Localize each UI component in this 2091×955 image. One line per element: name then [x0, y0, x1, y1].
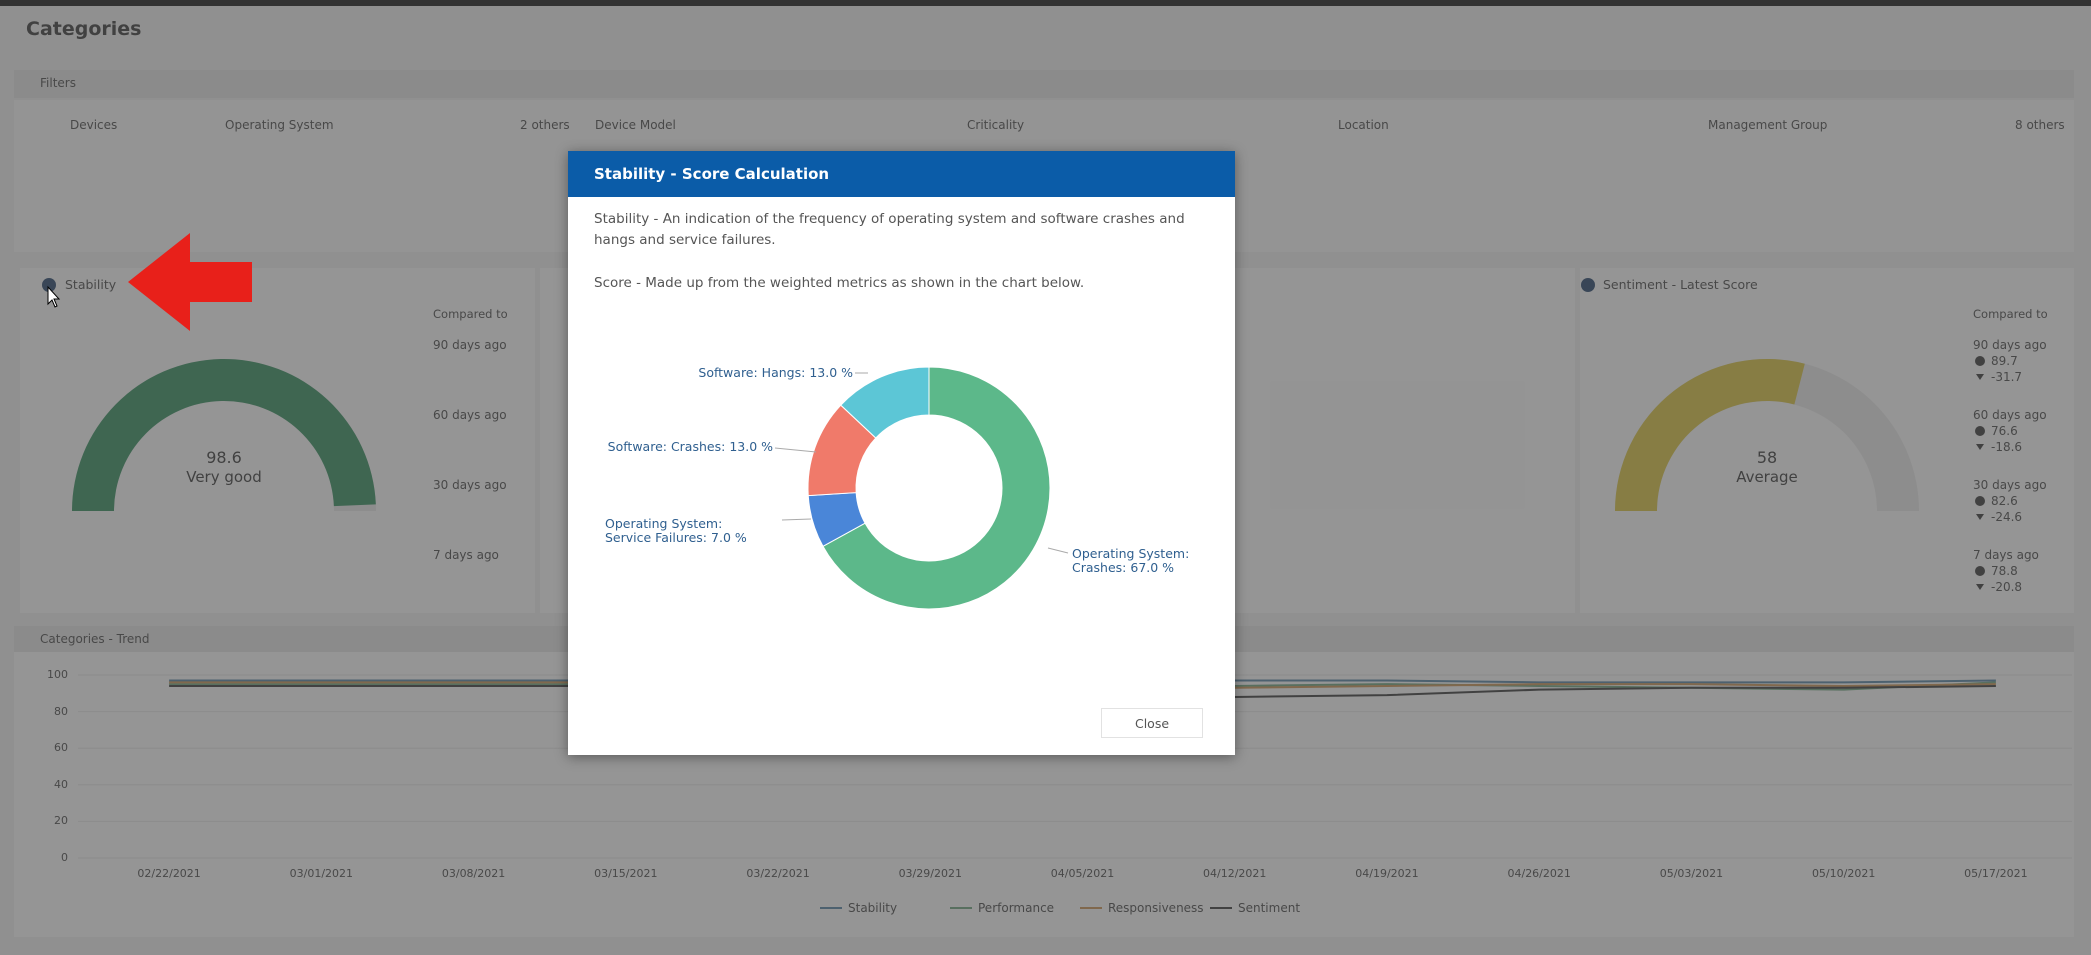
donut-label-name: Operating System: Service Failures:: [605, 516, 723, 545]
mouse-cursor: [47, 285, 61, 308]
donut-label-value: 13.0 %: [729, 439, 773, 454]
donut-segment: [822, 366, 1051, 610]
modal-header: [568, 151, 1235, 197]
donut-label-value: 13.0 %: [809, 365, 853, 380]
leader-line: [774, 447, 817, 453]
leader-line: [1047, 547, 1069, 554]
donut-label: Operating System: Service Failures: 7.0 …: [605, 517, 755, 545]
red-arrow: [128, 233, 252, 331]
modal-title: Stability - Score Calculation: [594, 165, 830, 183]
donut-label-name: Software: Crashes:: [607, 439, 726, 454]
modal-paragraph: Score - Made up from the weighted metric…: [594, 275, 1085, 291]
donut-label-value: 7.0 %: [711, 530, 747, 545]
donut-label-value: 67.0 %: [1130, 560, 1175, 575]
donut-label-name: Operating System: Crashes:: [1072, 546, 1190, 575]
donut-label-name: Software: Hangs:: [698, 365, 806, 380]
donut-label: Operating System: Crashes: 67.0 %: [1072, 547, 1212, 575]
close-button[interactable]: Close: [1101, 708, 1203, 738]
donut-segment: [840, 366, 930, 439]
modal-dialog: Operating System: Crashes: 67.0 % Operati…: [568, 151, 1235, 755]
leader-line: [781, 518, 812, 521]
donut-chart: [774, 366, 1069, 610]
donut-label: Software: Hangs: 13.0 %: [628, 366, 853, 380]
donut-label: Software: Crashes: 13.0 %: [568, 440, 773, 454]
modal-paragraph: Stability - An indication of the frequen…: [594, 211, 1185, 248]
